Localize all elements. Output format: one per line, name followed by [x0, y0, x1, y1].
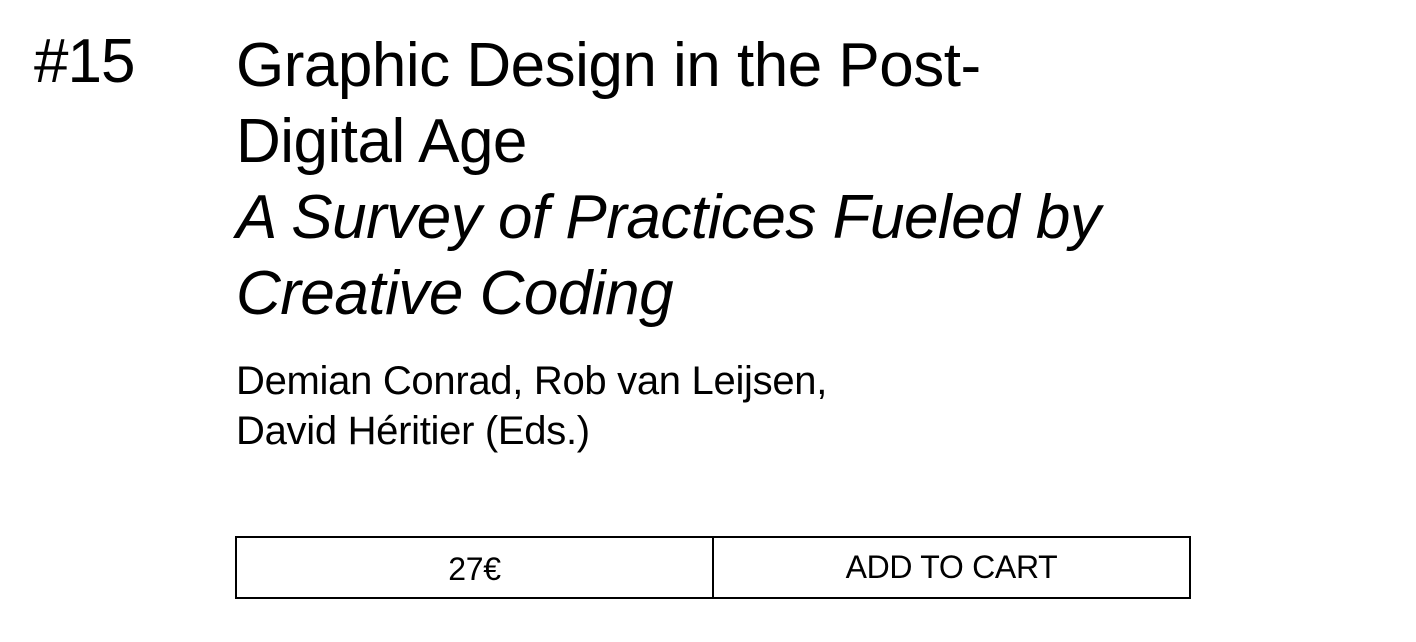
book-subtitle-line1: A Survey of Practices Fueled by	[236, 183, 1101, 252]
book-title-line1: Graphic Design in the Post-	[236, 31, 981, 100]
add-to-cart-button[interactable]: ADD TO CART	[845, 549, 1058, 585]
book-authors: Demian Conrad, Rob van Leijsen, David Hé…	[236, 356, 1216, 456]
book-subtitle: A Survey of Practices Fueled by Creative…	[236, 180, 1216, 332]
book-authors-line2: David Héritier (Eds.)	[236, 409, 590, 453]
book-authors-line1: Demian Conrad, Rob van Leijsen,	[236, 359, 828, 403]
book-title-line2: Digital Age	[236, 107, 527, 176]
book-subtitle-line2: Creative Coding	[236, 259, 674, 328]
book-details: Graphic Design in the Post- Digital Age …	[236, 28, 1216, 456]
book-title: Graphic Design in the Post- Digital Age	[236, 28, 1216, 180]
book-number: #15	[34, 27, 135, 96]
price-label: 27€	[237, 538, 714, 597]
purchase-bar: 27€ ADD TO CART	[235, 536, 1191, 599]
